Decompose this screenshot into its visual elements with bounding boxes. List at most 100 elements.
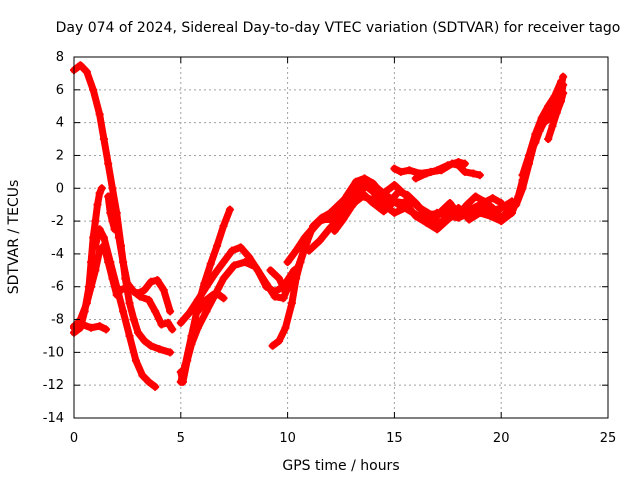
data-point	[390, 180, 399, 189]
data-point	[104, 258, 113, 267]
data-point	[433, 166, 442, 175]
data-point	[405, 166, 414, 175]
y-tick-label: -6	[51, 280, 64, 295]
data-point	[166, 307, 175, 316]
y-tick-label: -4	[51, 247, 64, 262]
data-point	[471, 192, 480, 201]
data-point	[445, 199, 454, 208]
series-arc-18	[411, 158, 469, 183]
data-point	[326, 215, 335, 224]
data-point	[159, 286, 168, 295]
data-point	[512, 200, 521, 209]
data-point	[215, 290, 224, 299]
data-point	[550, 92, 559, 101]
data-point	[390, 164, 399, 173]
data-point	[112, 290, 121, 299]
data-point	[91, 217, 100, 226]
data-point	[281, 287, 290, 296]
data-point	[163, 318, 172, 327]
data-point	[315, 236, 324, 245]
data-point	[411, 200, 420, 209]
data-point	[210, 269, 219, 278]
data-point	[151, 382, 160, 391]
data-point	[104, 159, 113, 168]
data-point	[176, 318, 185, 327]
data-point	[153, 276, 162, 285]
data-point	[136, 292, 145, 301]
data-point	[287, 299, 296, 308]
series-arc-22	[544, 89, 568, 144]
data-point	[548, 121, 557, 130]
data-point	[497, 199, 506, 208]
data-point	[206, 259, 215, 268]
data-point	[219, 258, 228, 267]
data-point	[95, 189, 104, 198]
data-point	[95, 110, 104, 119]
data-point	[518, 171, 527, 180]
data-point	[317, 215, 326, 224]
data-point	[202, 307, 211, 316]
y-tick-label: -8	[51, 313, 64, 328]
data-point	[181, 361, 190, 370]
data-point	[275, 274, 284, 283]
data-point	[89, 85, 98, 94]
data-point	[114, 233, 123, 242]
data-point	[369, 199, 378, 208]
y-tick-label: -2	[51, 214, 64, 229]
data-point	[106, 208, 115, 217]
data-point	[245, 253, 254, 262]
data-point	[437, 207, 446, 216]
data-point	[138, 371, 147, 380]
data-point	[401, 190, 410, 199]
data-point	[358, 189, 367, 198]
data-point	[283, 258, 292, 267]
data-point	[144, 377, 153, 386]
data-point	[219, 274, 228, 283]
data-point	[460, 159, 469, 168]
data-point	[396, 167, 405, 176]
data-point	[411, 174, 420, 183]
data-point	[339, 215, 348, 224]
data-point	[146, 341, 155, 350]
data-point	[379, 207, 388, 216]
data-point	[87, 323, 96, 332]
x-tick-label: 0	[70, 431, 78, 446]
data-point	[443, 161, 452, 170]
data-point	[475, 171, 484, 180]
series-trace	[70, 184, 106, 337]
series-arc-15	[304, 180, 516, 255]
data-point	[146, 277, 155, 286]
data-point	[379, 189, 388, 198]
data-point	[287, 279, 296, 288]
data-point	[390, 208, 399, 217]
data-point	[557, 97, 566, 106]
data-point	[95, 322, 104, 331]
data-point	[176, 377, 185, 386]
data-point	[155, 345, 164, 354]
y-tick-label: -10	[43, 345, 64, 360]
x-axis-title: GPS time / hours	[282, 458, 399, 474]
data-point	[292, 246, 301, 255]
data-point	[131, 356, 140, 365]
data-point	[119, 307, 128, 316]
data-point	[454, 158, 463, 167]
data-point	[166, 348, 175, 357]
data-point	[99, 241, 108, 250]
data-point	[93, 200, 102, 209]
data-point	[369, 179, 378, 188]
data-point	[309, 223, 318, 232]
data-point	[225, 205, 234, 214]
series-arc-10	[176, 205, 234, 386]
data-series	[70, 61, 568, 391]
data-point	[97, 184, 106, 193]
data-point	[140, 286, 149, 295]
data-point	[78, 320, 87, 329]
y-tick-label: 4	[56, 116, 64, 131]
series-arc-7	[104, 192, 121, 234]
data-point	[129, 287, 138, 296]
data-point	[102, 325, 111, 334]
data-point	[475, 208, 484, 217]
data-point	[268, 341, 277, 350]
data-point	[351, 177, 360, 186]
data-point	[84, 282, 93, 291]
